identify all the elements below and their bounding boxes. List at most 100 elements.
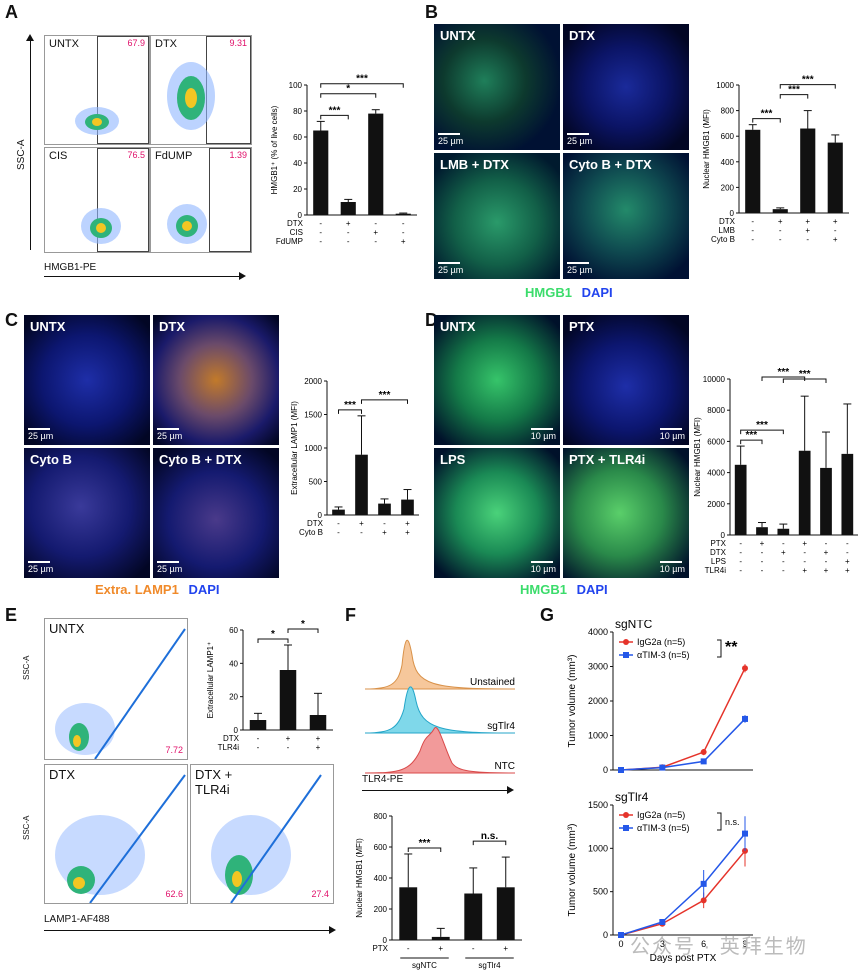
facs-label: UNTX	[49, 621, 85, 636]
condition-sign: -	[337, 519, 340, 528]
y-tick-label: 800	[374, 812, 388, 821]
condition-label: Cyto B	[711, 235, 735, 244]
hist-label-unstained: Unstained	[470, 677, 515, 688]
bar	[734, 464, 747, 535]
condition-sign: -	[751, 226, 754, 235]
facs-plot-fdump: FdUMP 1.39	[150, 147, 252, 253]
condition-sign: -	[402, 228, 405, 237]
micrograph-c-cytob: Cyto B 25 µm	[24, 448, 150, 578]
legend-marker	[623, 825, 629, 831]
y-tick-label: 20	[229, 693, 238, 702]
condition-sign: +	[760, 539, 765, 548]
condition-sign: -	[825, 539, 828, 548]
condition-sign: -	[319, 219, 322, 228]
scatter-density	[211, 774, 322, 903]
facs-plot-e-dtx: DTX 62.6	[44, 764, 188, 904]
condition-sign: +	[805, 217, 810, 226]
condition-sign: -	[319, 237, 322, 246]
condition-sign: +	[833, 235, 838, 244]
y-tick-label: 600	[374, 843, 388, 852]
facs-label: FdUMP	[155, 150, 193, 162]
condition-sign: -	[779, 226, 782, 235]
x-axis-arrow	[44, 272, 246, 280]
x-axis-arrow	[44, 926, 336, 934]
facs-plot-e-dtx-tlr4i: DTX + TLR4i 27.4	[190, 764, 334, 904]
data-point	[742, 847, 748, 854]
condition-label: CIS	[290, 228, 303, 237]
y-tick-label: 0	[298, 211, 303, 220]
condition-sign: -	[360, 528, 363, 537]
significance-bracket	[752, 118, 781, 123]
x-tick-label: 9	[742, 939, 747, 949]
legend-lamp1: Extra. LAMP1	[95, 582, 179, 597]
scale-bar: 25 µm	[28, 428, 53, 441]
condition-sign: -	[257, 734, 260, 743]
condition-sign: -	[761, 548, 764, 557]
scatter-density	[55, 774, 186, 903]
condition-sign: -	[472, 944, 475, 953]
image-label: LMB + DTX	[440, 157, 509, 172]
condition-sign: +	[405, 519, 410, 528]
legend-marker	[623, 639, 629, 645]
condition-sign: -	[402, 219, 405, 228]
condition-sign: -	[803, 548, 806, 557]
y-tick-label: 0	[730, 209, 735, 218]
significance-label: *	[271, 629, 275, 640]
bar	[332, 509, 345, 515]
condition-sign: +	[845, 566, 850, 575]
image-label: Cyto B	[30, 452, 72, 467]
condition-sign: -	[407, 944, 410, 953]
image-label: UNTX	[30, 319, 66, 334]
condition-sign: +	[316, 743, 321, 752]
y-axis-arrow	[26, 34, 34, 250]
facs-plot-e-untx: UNTX 7.72	[44, 618, 188, 760]
scatter-density	[75, 107, 119, 135]
x-tick-label: 0	[618, 939, 623, 949]
y-tick-label: 6000	[707, 437, 725, 446]
significance-label: ***	[379, 390, 391, 401]
y-axis-label: SSC-A	[16, 139, 27, 170]
legend-label: IgG2a (n=5)	[637, 637, 685, 647]
micrograph-b-dtx: DTX 25 µm	[563, 24, 689, 150]
data-point	[700, 880, 707, 887]
scatter-density	[167, 62, 215, 130]
watermark: 公众号 · 英拜生物	[630, 936, 808, 958]
condition-sign: -	[739, 557, 742, 566]
bar-chart-a: 0 20 40 60 80 100 HMGB1⁺ (% of live cells) DTX -…	[270, 74, 417, 246]
condition-sign: -	[257, 743, 260, 752]
x-axis-title: Days post PTX	[650, 953, 717, 964]
image-label: UNTX	[440, 28, 476, 43]
y-axis-label: SSC-A	[22, 655, 31, 680]
condition-label: LMB	[719, 226, 735, 235]
micrograph-d-ptx-tlr4i: PTX + TLR4i 10 µm	[563, 448, 689, 578]
y-axis-title: Tumor volume (mm³)	[567, 824, 578, 917]
bar	[820, 467, 832, 535]
bar	[395, 213, 411, 215]
condition-sign: +	[359, 519, 364, 528]
condition-sign: +	[778, 217, 783, 226]
y-tick-label: 200	[374, 905, 388, 914]
facs-percent: 7.72	[165, 745, 183, 755]
panel-label-f: F	[345, 605, 356, 625]
y-tick-label: 60	[229, 626, 238, 635]
significance-label: ***	[344, 400, 356, 411]
condition-sign: +	[401, 237, 406, 246]
y-tick-label: 1000	[304, 444, 322, 453]
facs-percent: 67.9	[127, 38, 145, 48]
condition-sign: +	[824, 566, 829, 575]
bar	[798, 450, 811, 535]
line-chart-g-top: 0 1000 2000 3000 4000 Tumor volume (mm³) sgNTC…	[567, 620, 753, 775]
scatter-density	[81, 208, 121, 244]
significance-bracket	[407, 847, 442, 852]
condition-sign: -	[739, 539, 742, 548]
significance-label: ***	[777, 367, 789, 378]
histogram-f: Unstained sgTlr4 NTC	[364, 640, 515, 774]
significance-bracket	[287, 628, 319, 633]
facs-plot-untx: UNTX 67.9	[44, 35, 150, 145]
condition-sign: -	[846, 548, 849, 557]
condition-sign: -	[739, 548, 742, 557]
scale-bar: 25 µm	[438, 133, 463, 146]
condition-sign: -	[779, 235, 782, 244]
panel-label-g: G	[540, 605, 555, 625]
